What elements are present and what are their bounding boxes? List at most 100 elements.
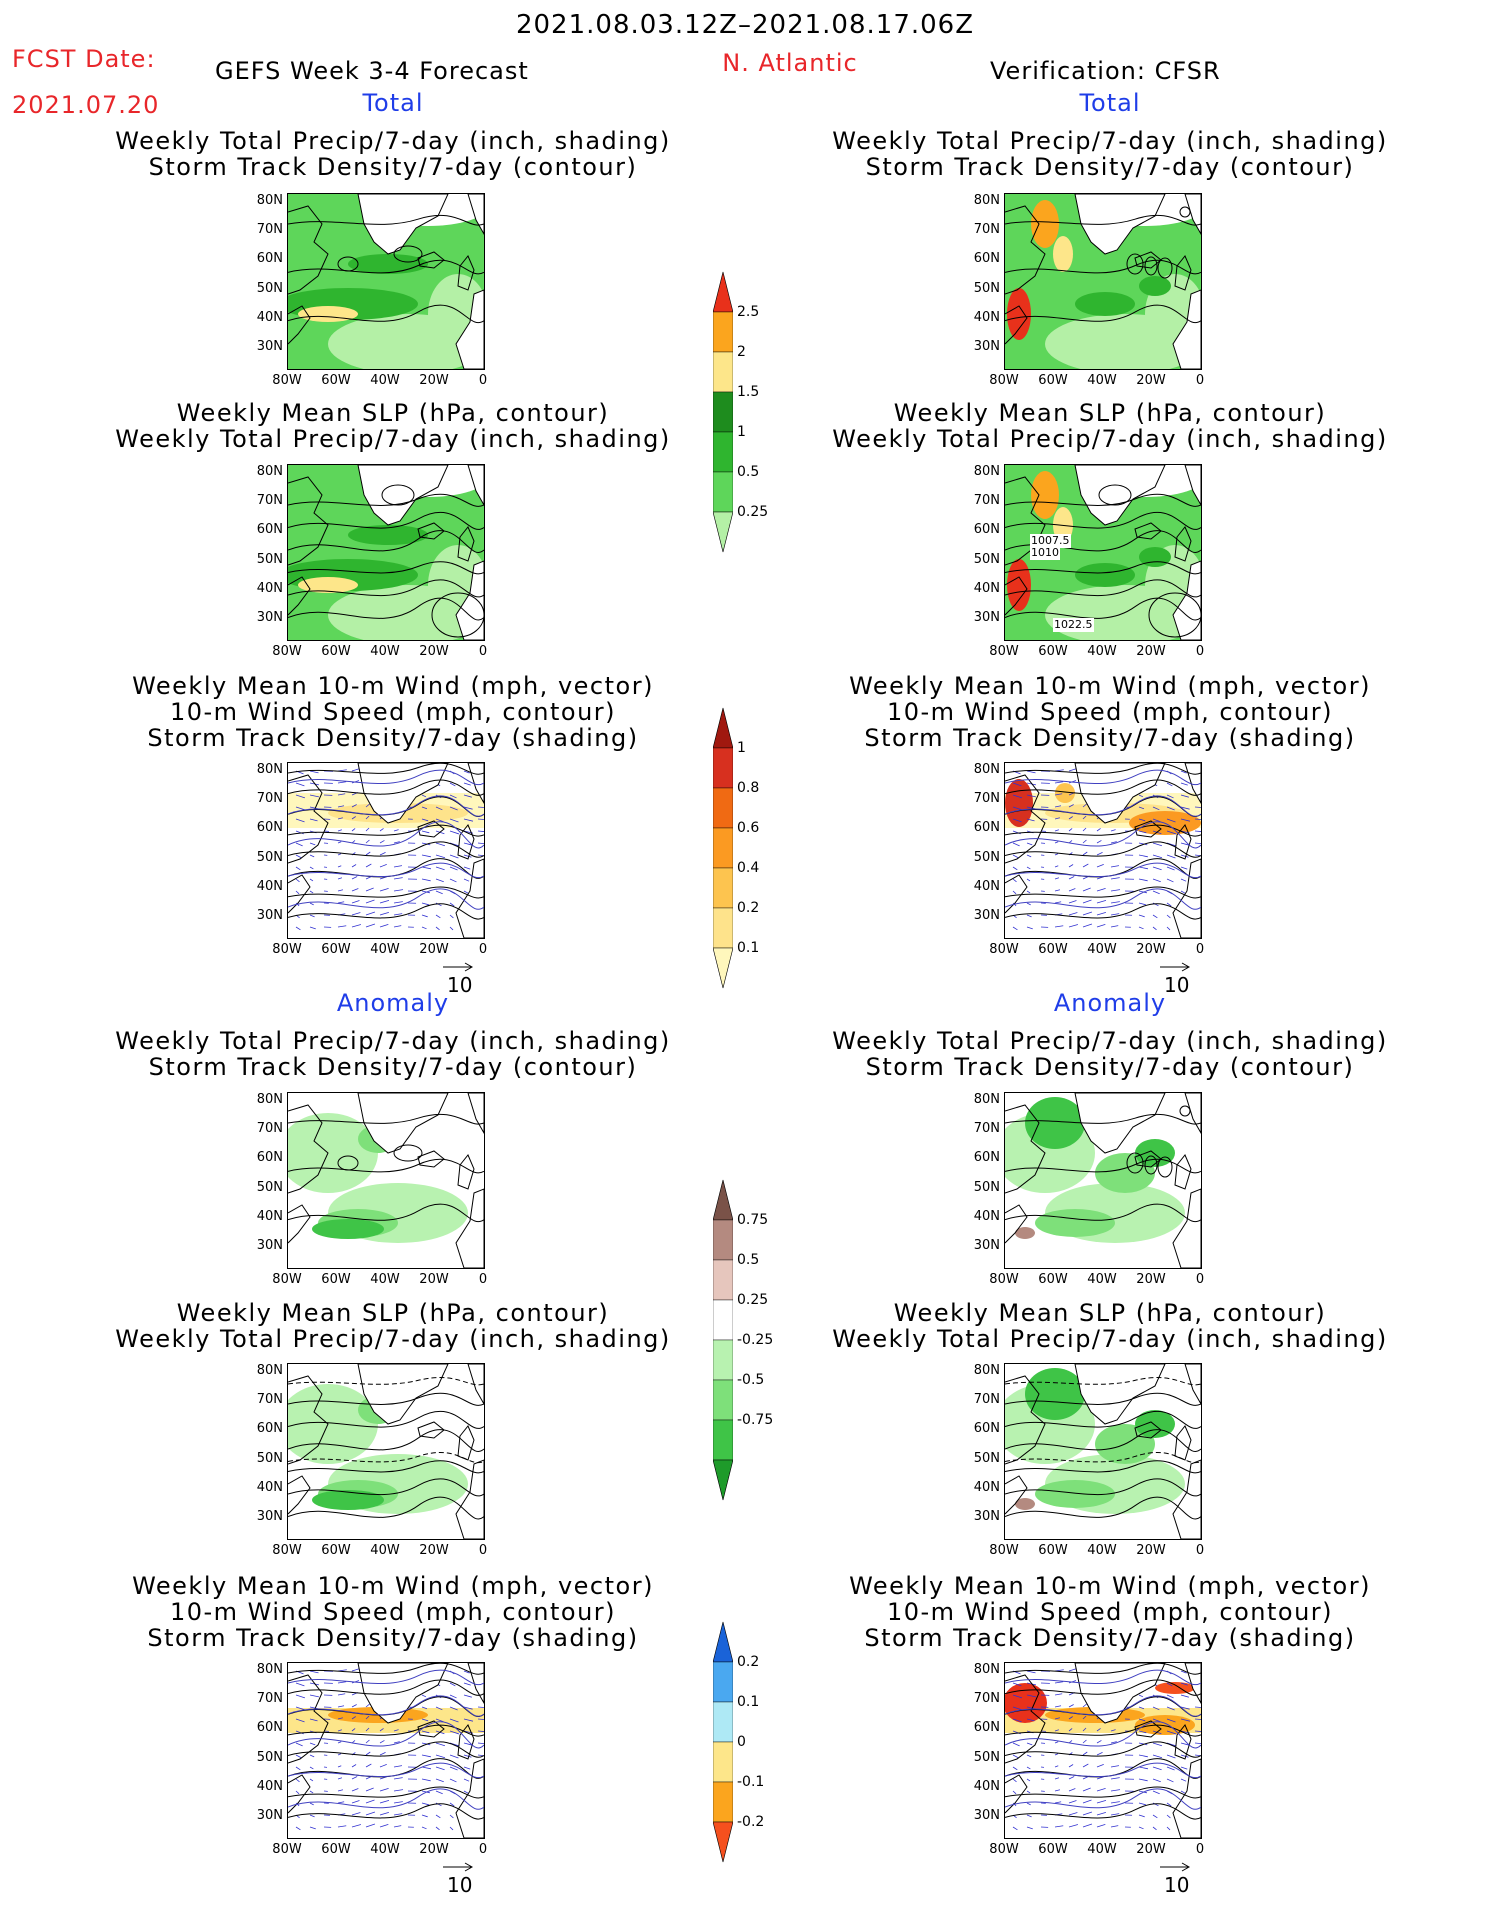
lon-tick-r5-c2-80W: 80W	[989, 1543, 1019, 1558]
lon-tick-r4-c2-40W: 40W	[1087, 1272, 1117, 1287]
lon-tick-r5-c1-20W: 20W	[419, 1543, 449, 1558]
lat-tick-r4-c2-50N: 50N	[973, 1179, 1000, 1195]
colorbar-precip-anomaly	[713, 1179, 733, 1501]
lat-tick-r4-c1-40N: 40N	[256, 1208, 283, 1224]
map-panel-r6-c1	[287, 1662, 485, 1839]
lat-tick-r4-c1-80N: 80N	[256, 1092, 283, 1107]
lat-tick-r2-c2-40N: 40N	[973, 580, 1000, 596]
lat-tick-r4-c2-40N: 40N	[973, 1208, 1000, 1224]
map-panel-r3-c1	[287, 762, 485, 939]
vector-ref-arrow-r3-c1	[443, 962, 474, 972]
panel-title-r6-c1-l1: Weekly Mean 10-m Wind (mph, vector)	[132, 1572, 654, 1600]
lat-tick-r3-c2-40N: 40N	[973, 878, 1000, 894]
lat-tick-r4-c1-50N: 50N	[256, 1179, 283, 1195]
colorbar-precip-anomaly-label-2: 0.5	[737, 1252, 760, 1268]
panel-title-r4-c1-l2: Storm Track Density/7-day (contour)	[148, 1053, 638, 1081]
lat-tick-r3-c1-40N: 40N	[256, 878, 283, 894]
lat-tick-r6-c2-30N: 30N	[973, 1808, 1000, 1823]
panel-title-r3-c1-l1: Weekly Mean 10-m Wind (mph, vector)	[132, 672, 654, 700]
lon-tick-r4-c1-40W: 40W	[370, 1272, 400, 1287]
lat-tick-r2-c2-30N: 30N	[973, 610, 1000, 625]
vector-ref-label-r3-c1: 10	[447, 973, 473, 997]
lat-tick-r3-c2-60N: 60N	[973, 820, 1000, 836]
lat-tick-r4-c2-70N: 70N	[973, 1121, 1000, 1137]
lon-tick-r4-c1-60W: 60W	[321, 1272, 351, 1287]
lon-tick-r1-c1-40W: 40W	[370, 373, 400, 388]
vector-ref-label-r6-c1: 10	[447, 1873, 473, 1897]
lat-tick-r5-c1-30N: 30N	[256, 1509, 283, 1524]
colorbar-precip-anomaly-label-3: 0.25	[737, 1292, 769, 1308]
lat-tick-r2-c2-50N: 50N	[973, 551, 1000, 567]
slp-contour-label-3: 1022.5	[1053, 618, 1094, 632]
lon-tick-r5-c1-60W: 60W	[321, 1543, 351, 1558]
lon-tick-r5-c2-0: 0	[1195, 1543, 1205, 1558]
lat-tick-r4-c1-30N: 30N	[256, 1238, 283, 1253]
colorbar-precip-total-label-5: 2	[737, 344, 746, 360]
slp-contour-label-2: 1010	[1030, 546, 1060, 560]
lat-tick-r2-c1-50N: 50N	[256, 551, 283, 567]
panel-title-r1-c1-l1: Weekly Total Precip/7-day (inch, shading…	[115, 127, 671, 155]
lat-tick-r1-c1-60N: 60N	[256, 251, 283, 267]
colorbar-precip-total-label-1: 0.25	[737, 504, 769, 520]
lat-tick-r3-c2-70N: 70N	[973, 791, 1000, 807]
section-total-left: Total	[362, 89, 424, 117]
vector-ref-label-r6-c2: 10	[1164, 1873, 1190, 1897]
lon-tick-r6-c2-80W: 80W	[989, 1842, 1019, 1857]
lon-tick-r1-c2-0: 0	[1195, 373, 1205, 388]
panel-title-r6-c1-l2: 10-m Wind Speed (mph, contour)	[169, 1598, 617, 1626]
lat-tick-r4-c2-30N: 30N	[973, 1238, 1000, 1253]
map-panel-r5-c1	[287, 1363, 485, 1540]
model-title: GEFS Week 3-4 Forecast	[215, 57, 529, 85]
colorbar-storm-total-label-5: 0.8	[737, 780, 760, 796]
colorbar-storm-total	[713, 707, 733, 989]
lon-tick-r6-c2-20W: 20W	[1136, 1842, 1166, 1857]
lon-tick-r1-c2-20W: 20W	[1136, 373, 1166, 388]
lat-tick-r6-c2-70N: 70N	[973, 1691, 1000, 1707]
colorbar-precip-anomaly-label-1: 0.75	[737, 1212, 769, 1228]
colorbar-precip-anomaly-label-4: -0.25	[737, 1332, 774, 1348]
lat-tick-r5-c1-70N: 70N	[256, 1392, 283, 1408]
map-panel-r5-c2	[1004, 1363, 1202, 1540]
map-panel-r2-c1	[287, 464, 485, 641]
lat-tick-r3-c2-80N: 80N	[973, 762, 1000, 777]
lon-tick-r3-c2-0: 0	[1195, 942, 1205, 957]
lat-tick-r5-c1-50N: 50N	[256, 1450, 283, 1466]
lon-tick-r5-c2-60W: 60W	[1038, 1543, 1068, 1558]
lon-tick-r2-c1-40W: 40W	[370, 644, 400, 659]
lon-tick-r3-c1-60W: 60W	[321, 942, 351, 957]
lat-tick-r2-c1-80N: 80N	[256, 464, 283, 479]
lat-tick-r6-c1-50N: 50N	[256, 1749, 283, 1765]
lat-tick-r3-c2-50N: 50N	[973, 849, 1000, 865]
lat-tick-r1-c1-50N: 50N	[256, 280, 283, 296]
lat-tick-r5-c2-50N: 50N	[973, 1450, 1000, 1466]
panel-title-r4-c2-l2: Storm Track Density/7-day (contour)	[865, 1053, 1355, 1081]
vector-ref-arrow-r6-c1	[443, 1862, 474, 1872]
panel-title-r3-c2-l3: Storm Track Density/7-day (shading)	[864, 724, 1356, 752]
date-range: 2021.08.03.12Z–2021.08.17.06Z	[515, 10, 975, 40]
lon-tick-r4-c1-80W: 80W	[272, 1272, 302, 1287]
lon-tick-r3-c2-60W: 60W	[1038, 942, 1068, 957]
map-panel-r1-c1	[287, 193, 485, 370]
slp-contour-label-1: 1007.5	[1030, 534, 1071, 548]
lat-tick-r6-c2-50N: 50N	[973, 1749, 1000, 1765]
lat-tick-r4-c2-80N: 80N	[973, 1092, 1000, 1107]
vector-ref-label-r3-c2: 10	[1164, 973, 1190, 997]
colorbar-precip-anomaly-label-5: -0.5	[737, 1372, 765, 1388]
lat-tick-r2-c2-70N: 70N	[973, 493, 1000, 509]
lon-tick-r2-c1-80W: 80W	[272, 644, 302, 659]
lat-tick-r1-c2-40N: 40N	[973, 309, 1000, 325]
vector-ref-arrow-r3-c2	[1160, 962, 1191, 972]
lat-tick-r5-c2-30N: 30N	[973, 1509, 1000, 1524]
lat-tick-r3-c1-70N: 70N	[256, 791, 283, 807]
panel-title-r1-c2-l2: Storm Track Density/7-day (contour)	[865, 153, 1355, 181]
colorbar-storm-total-label-4: 0.6	[737, 820, 760, 836]
lat-tick-r3-c2-30N: 30N	[973, 908, 1000, 923]
lat-tick-r6-c1-60N: 60N	[256, 1720, 283, 1736]
lon-tick-r6-c1-0: 0	[478, 1842, 488, 1857]
lon-tick-r3-c1-40W: 40W	[370, 942, 400, 957]
section-anomaly-right: Anomaly	[1053, 989, 1167, 1017]
panel-title-r5-c1-l1: Weekly Mean SLP (hPa, contour)	[176, 1299, 610, 1327]
lat-tick-r6-c1-80N: 80N	[256, 1662, 283, 1677]
lat-tick-r6-c2-40N: 40N	[973, 1778, 1000, 1794]
lat-tick-r2-c1-30N: 30N	[256, 610, 283, 625]
